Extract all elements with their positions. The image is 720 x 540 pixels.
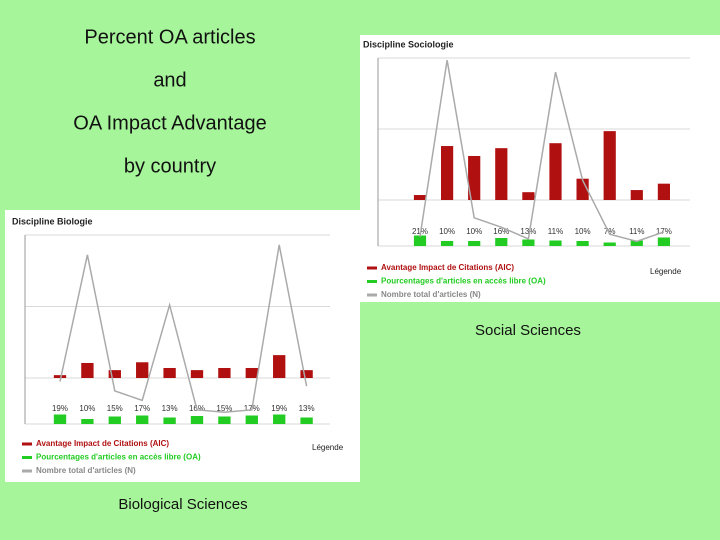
oa-bar	[136, 415, 149, 424]
oa-bar	[273, 414, 286, 424]
legend-swatch	[22, 469, 32, 473]
aic-bar	[245, 367, 258, 378]
oa-label: 13%	[299, 404, 315, 413]
oa-bar	[190, 416, 204, 424]
oa-label: 7%	[604, 227, 616, 236]
chart-caption: Biological Sciences	[118, 496, 247, 513]
legend-entry: Nombre total d'articles (N)	[36, 466, 136, 475]
legend-swatch	[367, 293, 377, 297]
oa-bar	[300, 417, 313, 424]
legend-entry: Avantage Impact de Citations (AIC)	[381, 263, 514, 272]
aic-bar	[549, 143, 562, 200]
aic-bar	[413, 195, 427, 200]
oa-bar	[549, 240, 562, 246]
aic-bar	[630, 190, 643, 200]
legend-entry: Avantage Impact de Citations (AIC)	[36, 439, 169, 448]
aic-bar	[81, 362, 94, 378]
oa-label: 17%	[656, 227, 672, 236]
oa-label: 10%	[466, 227, 482, 236]
oa-label: 13%	[162, 404, 178, 413]
oa-bar	[603, 242, 616, 246]
oa-label: 21%	[412, 227, 428, 236]
legend-heading: Légende	[650, 267, 682, 276]
legend-swatch	[367, 280, 377, 283]
oa-bar	[108, 416, 121, 424]
oa-label: 10%	[79, 404, 95, 413]
total-line	[59, 244, 308, 413]
aic-bar	[108, 370, 121, 378]
oa-bar	[245, 415, 258, 424]
oa-label: 15%	[216, 404, 232, 413]
chart-title: Discipline Sociologie	[363, 39, 454, 49]
legend-entry: Pourcentages d'articles en accès libre (…	[381, 277, 546, 286]
aic-bar	[495, 148, 508, 200]
oa-label: 16%	[493, 227, 509, 236]
oa-bar	[522, 239, 535, 246]
aic-bar	[657, 183, 670, 200]
aic-bar	[522, 192, 535, 200]
oa-label: 15%	[107, 404, 123, 413]
legend-swatch	[22, 442, 32, 446]
slide-title-line: and	[153, 69, 186, 91]
oa-bar	[218, 416, 231, 424]
biology-panel	[5, 210, 360, 482]
aic-bar	[136, 362, 149, 378]
oa-bar	[81, 419, 94, 424]
aic-bar	[190, 370, 204, 378]
oa-label: 13%	[520, 227, 536, 236]
legend-heading: Légende	[312, 443, 344, 452]
oa-label: 11%	[548, 227, 563, 236]
oa-label: 10%	[575, 227, 591, 236]
oa-bar	[163, 417, 176, 424]
slide-title-line: Percent OA articles	[84, 26, 255, 48]
legend-swatch	[22, 456, 32, 459]
oa-bar	[53, 414, 67, 424]
oa-bar	[630, 240, 643, 246]
aic-bar	[218, 367, 231, 378]
oa-label: 11%	[629, 227, 644, 236]
legend-entry: Pourcentages d'articles en accès libre (…	[36, 453, 201, 462]
total-line	[419, 60, 665, 243]
aic-bar	[300, 370, 313, 378]
oa-label: 19%	[52, 404, 68, 413]
aic-bar	[603, 131, 616, 200]
oa-bar	[495, 238, 508, 246]
oa-label: 10%	[439, 227, 455, 236]
aic-bar	[576, 178, 589, 200]
aic-bar	[163, 367, 176, 378]
slide-title-line: OA Impact Advantage	[73, 112, 266, 134]
aic-bar	[468, 155, 481, 200]
oa-label: 19%	[271, 404, 287, 413]
oa-bar	[657, 237, 670, 246]
aic-bar	[441, 146, 454, 200]
oa-bar	[468, 241, 481, 246]
oa-bar	[576, 241, 589, 246]
oa-bar	[413, 235, 427, 246]
slide-title-line: by country	[124, 155, 216, 177]
legend-swatch	[367, 266, 377, 270]
chart-caption: Social Sciences	[475, 322, 581, 339]
oa-bar	[441, 241, 454, 246]
aic-bar	[273, 355, 286, 378]
aic-bar	[53, 375, 67, 378]
chart-title: Discipline Biologie	[12, 216, 93, 226]
oa-label: 17%	[134, 404, 150, 413]
legend-entry: Nombre total d'articles (N)	[381, 290, 481, 299]
